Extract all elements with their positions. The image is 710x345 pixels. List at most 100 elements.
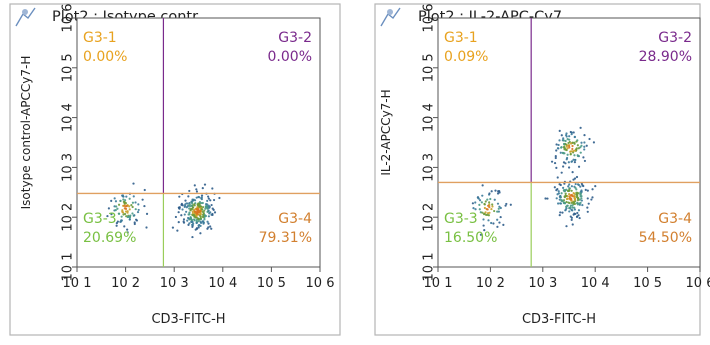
event-point — [558, 213, 561, 217]
event-point — [580, 182, 583, 186]
event-point — [114, 209, 117, 212]
event-point — [572, 201, 575, 204]
event-point — [133, 222, 136, 226]
y-tick-label: 10 3 — [422, 153, 437, 182]
event-point — [569, 142, 573, 145]
event-point — [572, 149, 575, 153]
event-point — [546, 197, 549, 200]
event-point — [121, 209, 124, 212]
event-point — [568, 206, 571, 210]
event-point — [564, 148, 567, 151]
event-point — [183, 213, 186, 216]
event-point — [486, 212, 490, 215]
event-point — [189, 208, 192, 212]
event-point — [573, 135, 576, 138]
event-point — [568, 140, 571, 144]
event-point — [478, 203, 481, 206]
event-point — [113, 205, 116, 208]
event-point — [571, 223, 574, 226]
event-point — [554, 155, 557, 158]
event-point — [579, 195, 582, 198]
event-point — [560, 146, 563, 149]
y-tick-label: 10 2 — [422, 203, 437, 232]
event-point — [556, 193, 559, 196]
event-point — [567, 166, 571, 169]
event-point — [576, 215, 579, 218]
event-point — [559, 151, 562, 154]
event-point — [201, 206, 205, 209]
event-point — [483, 213, 486, 216]
event-point — [191, 214, 195, 217]
event-point — [583, 159, 587, 163]
event-point — [565, 188, 568, 191]
event-point — [561, 151, 564, 154]
event-point — [196, 206, 199, 209]
event-point — [192, 222, 195, 225]
event-point — [564, 139, 567, 143]
event-point — [174, 215, 178, 219]
event-point — [202, 222, 205, 225]
event-point — [488, 201, 491, 204]
event-point — [496, 210, 499, 213]
event-point — [584, 188, 587, 192]
event-point — [566, 147, 569, 150]
event-point — [209, 211, 212, 214]
software-logo-dot — [22, 9, 28, 15]
event-point — [145, 226, 148, 229]
event-point — [563, 182, 566, 185]
event-point — [586, 189, 589, 192]
event-point — [576, 154, 579, 157]
event-point — [186, 205, 189, 208]
event-point — [565, 132, 568, 135]
event-point — [579, 151, 582, 154]
event-point — [594, 185, 597, 188]
event-point — [136, 210, 140, 214]
event-point — [115, 224, 118, 227]
event-point — [472, 207, 475, 210]
event-point — [196, 203, 199, 206]
software-logo-stroke — [15, 7, 36, 27]
event-point — [570, 218, 573, 221]
event-point — [483, 206, 486, 210]
event-point — [492, 222, 495, 225]
y-axis-label: IL-2-APCCy7-H — [379, 89, 393, 175]
event-point — [573, 154, 576, 157]
event-point — [581, 203, 584, 207]
software-logo-icon — [15, 7, 36, 27]
event-point — [573, 198, 577, 201]
event-point — [181, 204, 184, 207]
event-point — [553, 161, 557, 165]
x-tick-label: 10 3 — [528, 276, 557, 291]
event-point — [583, 148, 586, 151]
event-point — [571, 204, 574, 207]
event-point — [571, 144, 574, 148]
event-point — [496, 225, 499, 228]
event-point — [143, 204, 146, 208]
event-point — [135, 218, 138, 221]
event-point — [487, 204, 490, 207]
event-point — [493, 209, 496, 213]
event-point — [143, 188, 146, 192]
x-axis-label: CD3-FITC-H — [151, 312, 225, 327]
event-point — [576, 211, 579, 215]
event-point — [211, 207, 214, 210]
event-point — [571, 206, 574, 209]
event-point — [479, 211, 482, 214]
event-point — [491, 205, 494, 208]
event-point — [476, 196, 480, 199]
event-point — [583, 141, 586, 144]
event-point — [487, 219, 490, 222]
event-point — [580, 199, 583, 202]
event-point — [211, 187, 214, 190]
quadrant-value-g3-2: 0.00% — [268, 49, 312, 65]
event-point — [563, 145, 566, 148]
event-point — [474, 208, 477, 211]
y-tick-label: 10 1 — [422, 253, 437, 282]
event-point — [200, 208, 203, 211]
event-point — [565, 225, 568, 228]
event-point — [122, 213, 125, 216]
event-point — [573, 202, 577, 206]
event-point — [203, 209, 206, 212]
event-point — [195, 188, 198, 191]
event-point — [186, 219, 189, 222]
